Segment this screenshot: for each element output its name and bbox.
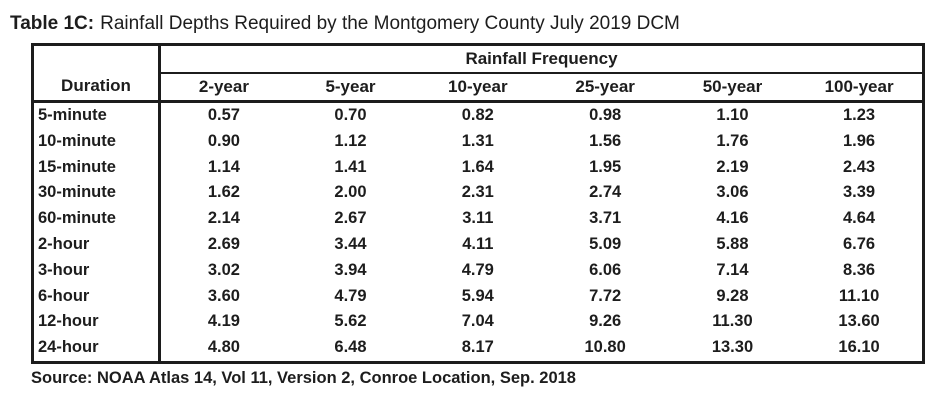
value-cell: 5.09 [589, 234, 622, 253]
value-cell: 0.82 [461, 106, 494, 124]
duration-cell: 12-hour [32, 309, 161, 336]
rainfall-frequency-group-header: Rainfall Frequency [159, 44, 924, 74]
document-page: Table 1C: Rainfall Depths Required by the… [10, 12, 946, 387]
value-cell: 3.60 [207, 286, 240, 305]
value-cell: 4.79 [334, 286, 367, 305]
column-header-2-year: 2-year [159, 73, 287, 103]
value-cell: 1.23 [843, 106, 876, 124]
value-cell: 1.31 [461, 131, 494, 150]
value-cell: 7.72 [589, 286, 622, 305]
value-cell: 8.17 [461, 338, 494, 357]
duration-column-header: Duration [32, 44, 161, 103]
table-row: 5-minute 0.57 0.70 0.82 0.98 1.10 1.23 [32, 101, 924, 129]
table-caption-title: Rainfall Depths Required by the Montgome… [100, 13, 680, 34]
value-cell: 3.44 [334, 234, 367, 253]
value-cell: 1.76 [716, 131, 749, 150]
table-row: 3-hour 3.02 3.94 4.79 6.06 7.14 8.36 [32, 257, 924, 284]
value-cell: 6.48 [334, 338, 367, 357]
value-cell: 3.94 [334, 260, 367, 279]
table-row: 12-hour 4.19 5.62 7.04 9.26 11.30 13.60 [32, 309, 924, 336]
rainfall-depths-table: Duration Rainfall Frequency 2-year 5-yea… [31, 43, 925, 364]
column-header-50-year: 50-year [668, 73, 797, 103]
value-cell: 6.76 [843, 234, 876, 253]
value-cell: 1.14 [207, 157, 240, 176]
duration-cell: 2-hour [32, 231, 161, 258]
value-cell: 4.79 [461, 260, 494, 279]
value-cell: 2.31 [461, 183, 494, 202]
value-cell: 11.10 [838, 286, 880, 305]
value-cell: 2.43 [843, 157, 876, 176]
value-cell: 5.88 [716, 234, 749, 253]
value-cell: 3.02 [207, 260, 240, 279]
value-cell: 2.74 [589, 183, 622, 202]
value-cell: 0.57 [207, 106, 240, 124]
value-cell: 7.04 [461, 312, 494, 331]
group-header-row: Duration Rainfall Frequency [32, 44, 924, 103]
duration-cell: 5-minute [32, 101, 161, 129]
source-note: Source: NOAA Atlas 14, Vol 11, Version 2… [31, 368, 576, 387]
value-cell: 13.30 [711, 338, 754, 357]
value-cell: 5.62 [334, 312, 367, 331]
duration-cell: 10-minute [32, 128, 161, 155]
value-cell: 2.00 [334, 183, 367, 202]
value-cell: 1.56 [589, 131, 622, 150]
table-row: 24-hour 4.80 6.48 8.17 10.80 13.30 16.10 [32, 335, 924, 363]
value-cell: 1.95 [589, 157, 622, 176]
value-cell: 1.62 [207, 183, 240, 202]
value-cell: 16.10 [838, 338, 880, 357]
duration-cell: 3-hour [32, 257, 161, 284]
value-cell: 7.14 [716, 260, 749, 279]
value-cell: 4.80 [207, 338, 240, 357]
value-cell: 4.19 [207, 312, 240, 331]
value-cell: 13.60 [838, 312, 880, 331]
duration-cell: 15-minute [32, 154, 161, 181]
column-header-100-year: 100-year [796, 73, 924, 103]
value-cell: 10.80 [584, 338, 626, 357]
value-cell: 1.64 [461, 157, 494, 176]
value-cell: 0.70 [334, 106, 367, 124]
table-row: 30-minute 1.62 2.00 2.31 2.74 3.06 3.39 [32, 180, 924, 207]
value-cell: 4.64 [843, 209, 876, 228]
table-row: 6-hour 3.60 4.79 5.94 7.72 9.28 11.10 [32, 283, 924, 310]
value-cell: 11.30 [712, 312, 753, 331]
value-cell: 4.16 [716, 209, 749, 228]
value-cell: 0.90 [207, 131, 240, 150]
table-caption: Table 1C: Rainfall Depths Required by the… [10, 12, 946, 36]
duration-cell: 30-minute [32, 180, 161, 207]
value-cell: 1.41 [334, 157, 367, 176]
value-cell: 0.98 [589, 106, 622, 124]
duration-cell: 60-minute [32, 206, 161, 232]
value-cell: 9.28 [716, 286, 749, 305]
value-cell: 8.36 [843, 260, 876, 279]
duration-cell: 6-hour [32, 283, 161, 310]
value-cell: 3.39 [843, 183, 876, 202]
value-cell: 3.06 [716, 183, 749, 202]
value-cell: 3.11 [462, 209, 494, 228]
table-row: 15-minute 1.14 1.41 1.64 1.95 2.19 2.43 [32, 154, 924, 181]
value-cell: 2.14 [207, 209, 240, 228]
value-cell: 5.94 [461, 286, 494, 305]
duration-cell: 24-hour [32, 335, 161, 363]
value-cell: 1.96 [843, 131, 876, 150]
value-cell: 4.11 [462, 234, 494, 253]
column-header-row: 2-year 5-year 10-year 25-year 50-year 10… [33, 73, 924, 103]
value-cell: 9.26 [589, 312, 622, 331]
value-cell: 2.69 [207, 234, 240, 253]
table-row: 60-minute 2.14 2.67 3.11 3.71 4.16 4.64 [32, 206, 924, 232]
column-header-5-year: 5-year [286, 73, 415, 103]
table-row: 2-hour 2.69 3.44 4.11 5.09 5.88 6.76 [32, 231, 924, 258]
table-caption-label: Table 1C: [10, 13, 95, 34]
value-cell: 1.12 [334, 131, 367, 150]
table-row: 10-minute 0.90 1.12 1.31 1.56 1.76 1.96 [32, 128, 924, 155]
value-cell: 3.71 [589, 209, 622, 228]
value-cell: 2.67 [334, 209, 367, 228]
column-header-25-year: 25-year [541, 73, 669, 103]
value-cell: 1.10 [716, 106, 749, 124]
value-cell: 2.19 [716, 157, 749, 176]
value-cell: 6.06 [589, 260, 622, 279]
column-header-10-year: 10-year [414, 73, 542, 103]
